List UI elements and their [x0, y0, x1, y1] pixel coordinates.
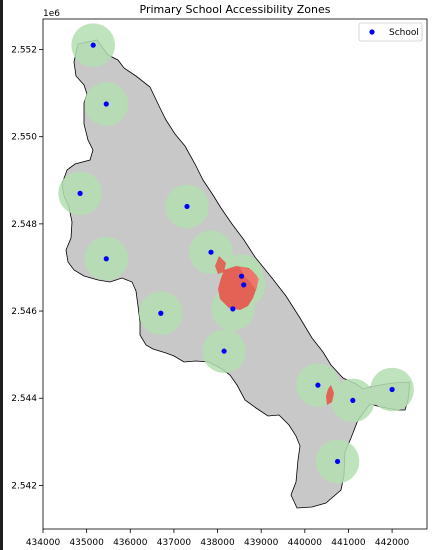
overlap-zone-small-north: [215, 256, 226, 274]
x-tick-label: 438000: [200, 538, 235, 548]
y-tick-label: 2.546: [11, 307, 37, 317]
school-point-15: [334, 458, 341, 465]
school-point-9: [230, 306, 236, 312]
school-points: [77, 42, 395, 465]
school-point-14: [389, 386, 395, 393]
legend-school-marker: [369, 29, 375, 35]
x-tick-label: 441000: [331, 538, 366, 548]
overlap-zone-light: [240, 267, 259, 290]
x-tick-label: 434000: [26, 538, 61, 548]
school-point-4: [184, 203, 190, 210]
school-point-12: [315, 382, 321, 388]
x-tick-label: 439000: [244, 538, 279, 548]
legend: School: [358, 22, 423, 42]
y-axis-ticks: 2.542 2.544 2.546 2.548 2.550 2.552: [11, 46, 43, 491]
school-point-6: [103, 256, 109, 262]
y-tick-label: 2.542: [11, 481, 37, 491]
x-tick-label: 436000: [113, 538, 148, 548]
school-point-13: [350, 397, 356, 404]
school-point-8: [241, 282, 247, 288]
axes-frame: [42, 18, 428, 530]
school-point-11: [221, 348, 227, 354]
school-point-10: [158, 310, 164, 316]
x-axis-ticks: 434000 435000 436000 437000 438000 439000 4400…: [26, 529, 410, 548]
plot-area: [42, 18, 428, 530]
school-point-2: [103, 101, 109, 107]
map-title: Primary School Accessibility Zones: [140, 3, 331, 16]
overlap-zone-small-east: [326, 385, 334, 405]
x-tick-label: 435000: [69, 538, 104, 548]
y-tick-label: 2.552: [11, 46, 37, 56]
x-tick-label: 440000: [288, 538, 323, 548]
y-axis-offset-label: 1e6: [43, 9, 60, 19]
school-point-7: [238, 273, 245, 279]
y-tick-label: 2.544: [11, 394, 37, 404]
school-point-1: [90, 42, 96, 48]
y-tick-label: 2.548: [11, 220, 37, 230]
overlap-zones: [215, 256, 334, 405]
school-point-5: [208, 249, 214, 255]
y-tick-label: 2.550: [11, 133, 37, 143]
x-tick-label: 437000: [157, 538, 192, 548]
legend-box: [358, 22, 423, 42]
school-point-3: [77, 190, 83, 196]
x-tick-label: 442000: [375, 538, 410, 548]
legend-school-label: School: [389, 28, 419, 38]
